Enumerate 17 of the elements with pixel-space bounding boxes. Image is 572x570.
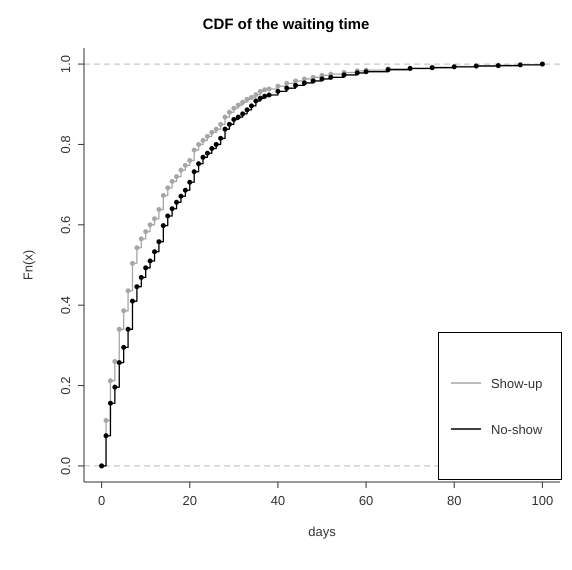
y-tick-label: 0.8 [58, 135, 73, 154]
y-tick-label: 0.2 [58, 376, 73, 395]
y-tick-label: 0.0 [58, 456, 73, 475]
x-tick-label: 60 [358, 493, 374, 508]
x-tick-label: 0 [98, 493, 106, 508]
x-tick-label: 100 [532, 493, 554, 508]
y-tick-label: 0.6 [58, 216, 73, 234]
legend-label: No-show [491, 422, 542, 436]
x-tick-label: 20 [182, 493, 198, 508]
x-axis-title: days [308, 524, 336, 539]
chart-title: CDF of the waiting time [202, 15, 370, 35]
y-tick-label: 0.4 [58, 296, 73, 314]
x-tick-label: 40 [270, 493, 286, 508]
y-axis-title: Fn(x) [20, 250, 36, 280]
legend-label: Show-up [491, 376, 542, 390]
x-tick-label: 80 [446, 493, 462, 508]
y-tick-label: 1.0 [58, 55, 73, 74]
